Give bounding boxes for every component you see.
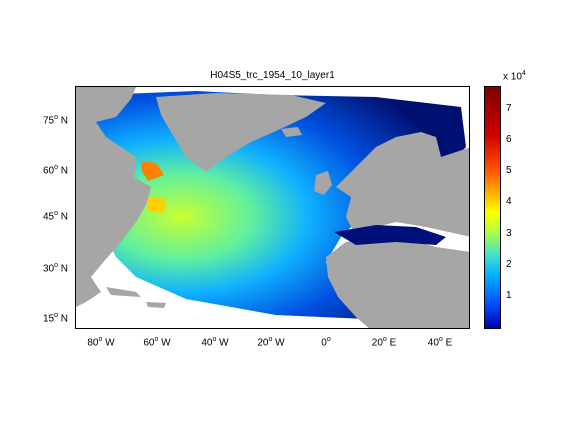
latitude-label: 30o N <box>42 262 68 275</box>
colorbar-tick: 2 <box>506 259 512 270</box>
coastal-yellow-region <box>146 197 166 213</box>
caribbean-islands <box>106 287 166 308</box>
coastal-orange-region <box>141 161 164 181</box>
latitude-label: 15o N <box>42 312 68 325</box>
map-area <box>75 86 470 329</box>
colorbar-tick: 6 <box>506 134 512 145</box>
colorbar-tick: 1 <box>506 290 512 301</box>
longitude-label: 20o W <box>257 336 285 349</box>
colorbar-tick: 7 <box>506 103 512 114</box>
map-canvas <box>76 87 469 328</box>
colorbar-exponent: x 104 <box>503 70 526 83</box>
latitude-label: 45o N <box>42 210 68 223</box>
greenland-landmass <box>156 93 326 172</box>
longitude-label: 0o <box>321 336 331 349</box>
map-title: H04S5_trc_1954_10_layer1 <box>210 70 335 81</box>
british-isles-landmass <box>314 171 332 195</box>
longitude-label: 60o W <box>143 336 171 349</box>
europe-landmass <box>336 132 469 237</box>
mediterranean-sea <box>334 225 446 245</box>
latitude-label: 60o N <box>42 164 68 177</box>
colorbar <box>484 86 501 329</box>
iceland-landmass <box>281 127 302 137</box>
north-america-landmass <box>76 87 151 307</box>
longitude-label: 20o E <box>371 336 397 349</box>
colorbar-tick: 3 <box>506 228 512 239</box>
longitude-label: 80o W <box>87 336 115 349</box>
colorbar-tick: 5 <box>506 165 512 176</box>
africa-landmass <box>326 237 469 328</box>
latitude-label: 75o N <box>42 114 68 127</box>
longitude-label: 40o E <box>427 336 453 349</box>
colorbar-tick: 4 <box>506 196 512 207</box>
longitude-label: 40o W <box>201 336 229 349</box>
